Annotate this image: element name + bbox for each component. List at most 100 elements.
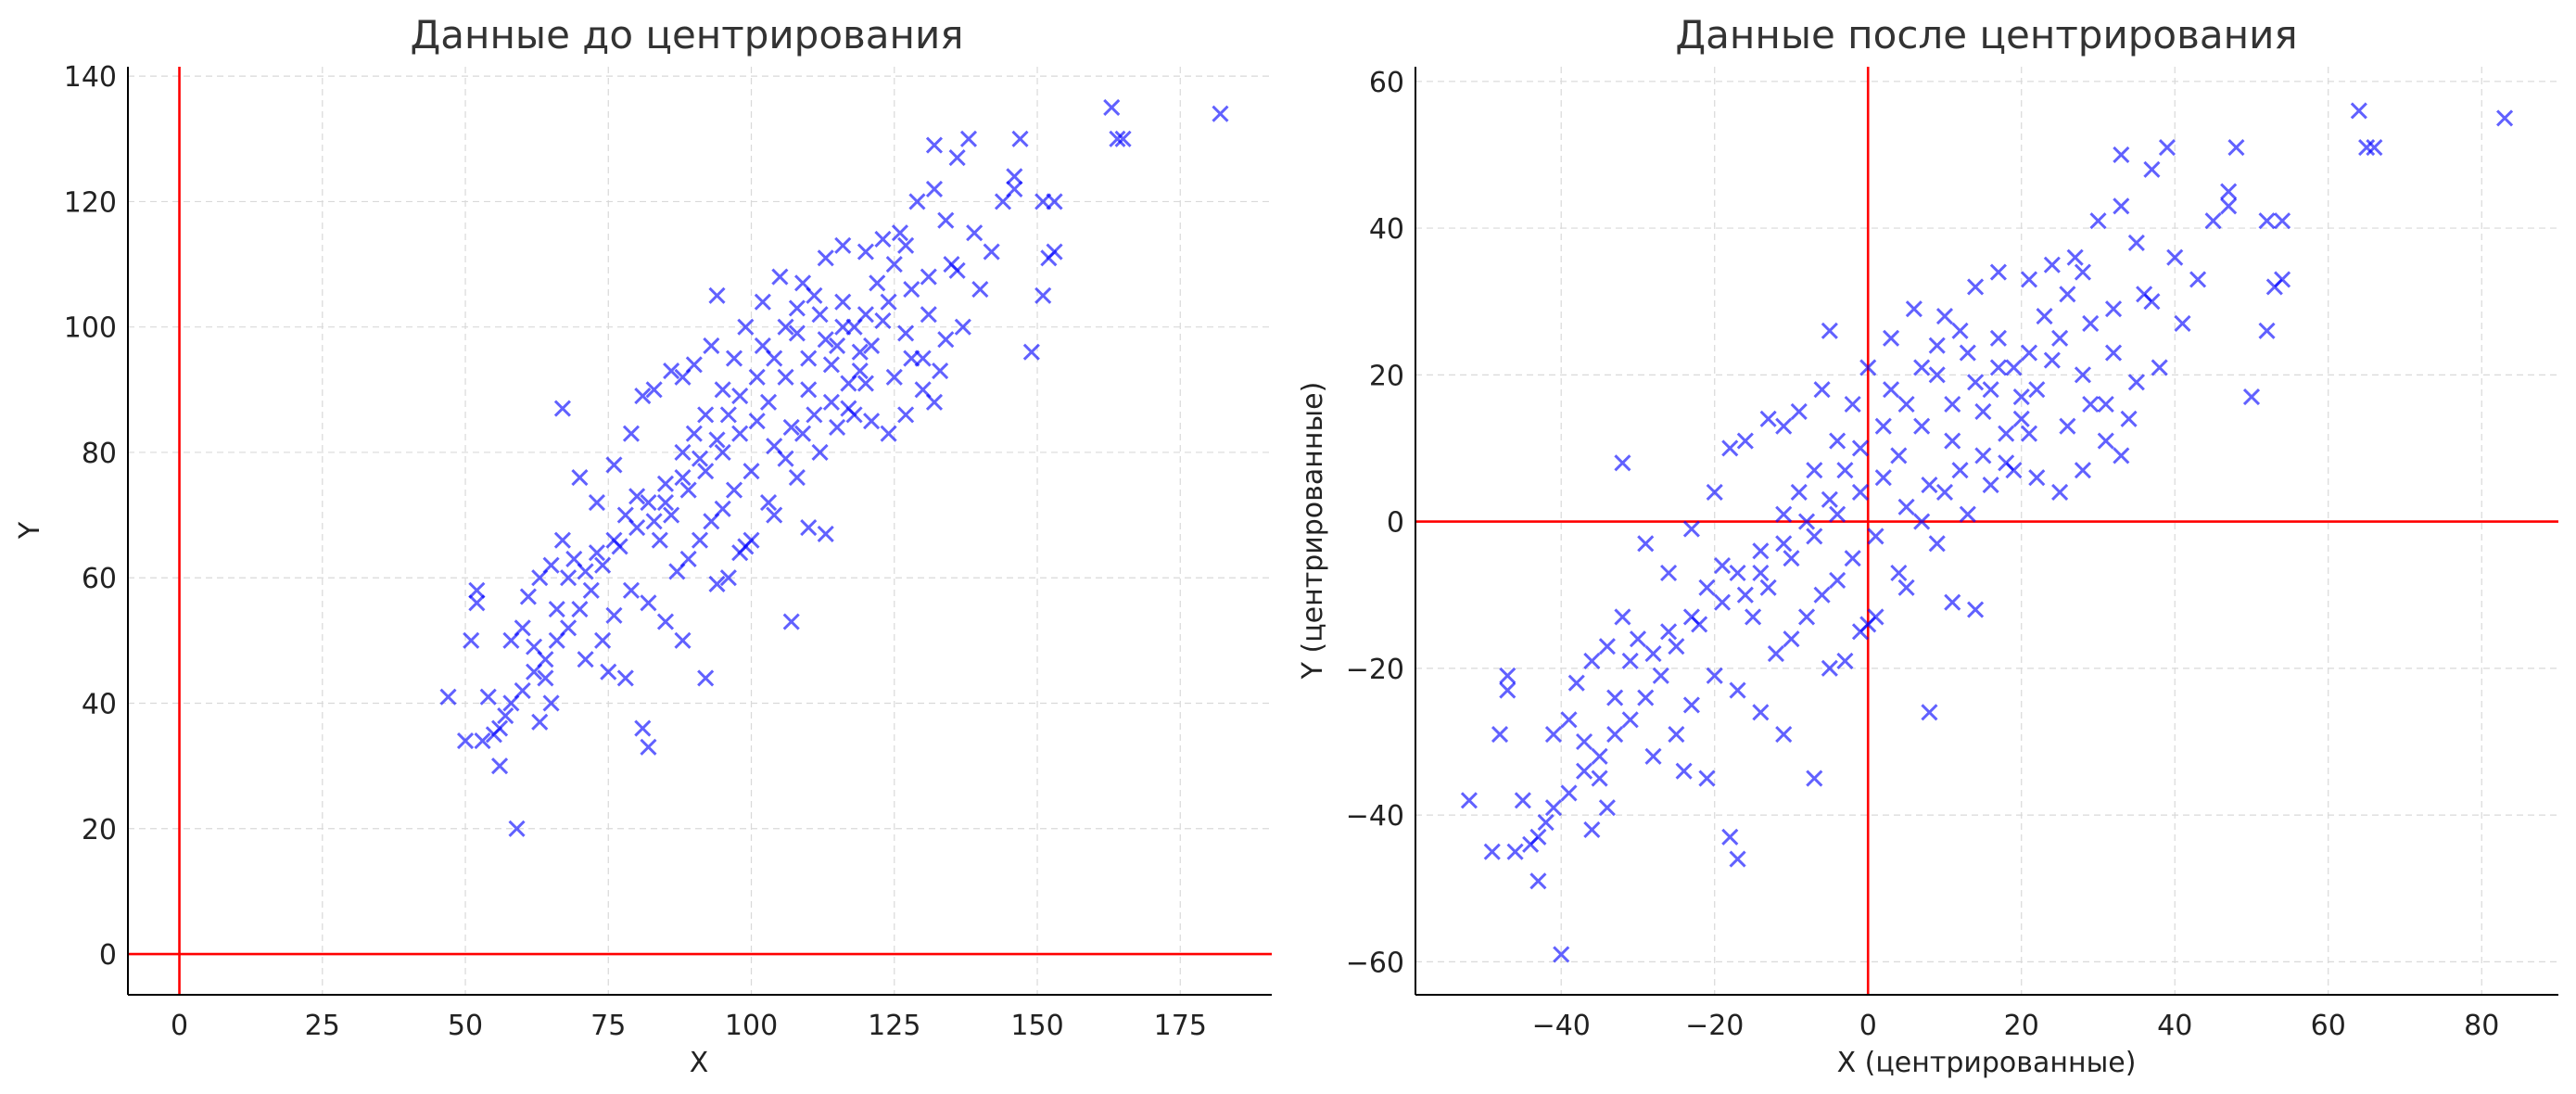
data-point <box>1629 630 1647 648</box>
data-point <box>863 337 881 355</box>
grid-lines <box>1415 67 2558 995</box>
data-point <box>880 425 897 442</box>
data-point <box>1752 542 1770 560</box>
data-point <box>800 519 818 537</box>
data-point <box>1560 711 1578 729</box>
data-point <box>1621 711 1639 729</box>
data-point <box>725 481 743 499</box>
data-point <box>703 337 720 355</box>
data-point <box>1783 630 1800 648</box>
x-axis-label: X (центрированные) <box>1837 1047 2137 1079</box>
data-point <box>1974 402 1992 420</box>
data-point <box>663 362 680 380</box>
data-point <box>656 613 675 630</box>
data-point <box>2043 256 2061 274</box>
data-point <box>1522 835 1540 853</box>
data-point <box>759 393 778 411</box>
data-point <box>1591 747 1608 765</box>
data-point <box>897 406 915 424</box>
data-point <box>1806 770 1823 787</box>
data-point <box>857 375 874 392</box>
data-point <box>1606 689 1624 706</box>
data-point <box>1652 667 1669 684</box>
data-point <box>582 581 600 599</box>
data-point <box>748 368 766 386</box>
data-point <box>594 631 612 649</box>
data-point <box>874 312 892 329</box>
data-point <box>2127 374 2145 391</box>
data-point <box>759 494 778 512</box>
data-point <box>2104 300 2123 318</box>
data-point <box>2113 197 2130 215</box>
data-point <box>674 468 692 487</box>
data-point <box>485 726 502 744</box>
data-point <box>1944 432 1961 450</box>
data-point <box>1874 469 1892 487</box>
x-tick-label: 40 <box>2157 1010 2192 1042</box>
data-point <box>800 381 818 399</box>
data-point <box>1836 652 1854 670</box>
data-point <box>1867 608 1884 626</box>
data-point <box>1034 286 1052 304</box>
data-point <box>616 669 634 687</box>
data-point <box>600 663 617 681</box>
data-point <box>1913 513 1931 530</box>
data-point <box>1921 476 1938 494</box>
data-point <box>1775 726 1793 744</box>
data-point <box>1745 608 1762 626</box>
data-point <box>1491 726 1509 744</box>
data-point <box>588 494 606 512</box>
data-point <box>640 494 657 512</box>
data-point <box>2113 447 2130 464</box>
data-point <box>2220 197 2238 215</box>
data-point <box>531 569 549 587</box>
data-point <box>542 694 560 712</box>
data-point <box>1575 732 1593 751</box>
chart-panel-before-centering: 0 25 50 75 100 125 150 175 0 20 40 60 80 100 120 140 Да… <box>14 12 1272 1079</box>
data-point <box>708 575 726 593</box>
data-point <box>1882 329 1900 347</box>
data-point <box>914 381 932 399</box>
data-point <box>1637 535 1655 553</box>
data-point <box>519 588 537 605</box>
data-point <box>2020 425 2038 442</box>
data-point <box>766 506 783 524</box>
data-point <box>2366 138 2383 157</box>
data-point <box>2051 329 2069 347</box>
data-point <box>885 368 903 386</box>
x-tick-label: 75 <box>590 1010 626 1042</box>
data-point <box>1006 168 1023 185</box>
y-tick-label: 80 <box>82 438 117 470</box>
x-tick-label: 0 <box>1859 1010 1877 1042</box>
data-point <box>2082 395 2100 413</box>
data-point <box>2012 388 2030 406</box>
data-point <box>1713 557 1732 575</box>
y-tick-label: 60 <box>82 563 117 595</box>
data-point <box>577 651 594 668</box>
data-point <box>2104 344 2123 362</box>
data-point <box>1560 784 1578 802</box>
data-point <box>829 418 846 436</box>
data-point <box>1806 462 1823 479</box>
data-point <box>1682 520 1700 538</box>
data-point <box>1967 278 1985 296</box>
y-tick-label: 20 <box>82 814 117 846</box>
data-point <box>1897 579 1915 596</box>
data-point <box>2097 432 2114 450</box>
data-point <box>497 706 514 725</box>
y-tick-label: 120 <box>64 186 117 219</box>
y-tick-label: −20 <box>1346 654 1404 686</box>
data-point <box>2020 344 2038 362</box>
data-point <box>640 738 657 756</box>
data-point <box>925 136 944 154</box>
data-point <box>719 406 737 424</box>
data-point <box>800 350 818 367</box>
data-point <box>622 581 641 599</box>
data-point <box>691 450 709 467</box>
data-point <box>1867 528 1884 545</box>
data-point <box>1109 130 1126 147</box>
data-point <box>863 413 881 430</box>
y-tick-label: −60 <box>1346 947 1404 979</box>
data-point <box>1499 667 1516 684</box>
